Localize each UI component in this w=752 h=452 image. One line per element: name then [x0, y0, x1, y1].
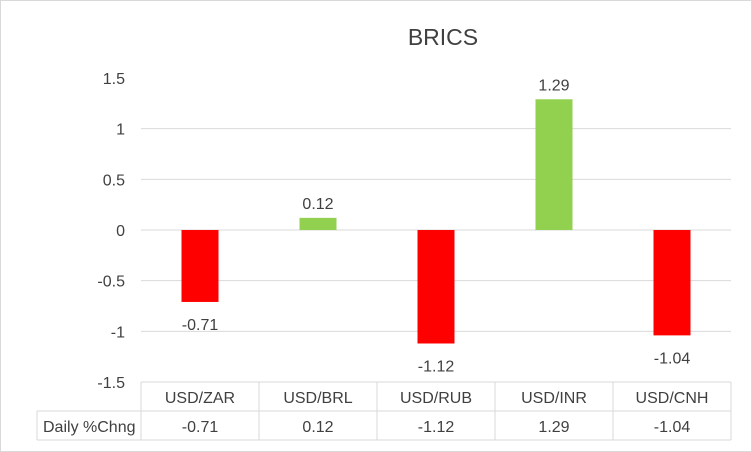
data-label: 1.29 [538, 77, 569, 94]
y-axis-ticks: 1.5 1 0.5 0 -0.5 -1 -1.5 [97, 71, 125, 392]
table-value: -0.71 [182, 419, 219, 436]
data-labels: -0.71 0.12 -1.12 1.29 -1.04 [182, 77, 691, 375]
y-tick-label: 0 [116, 223, 125, 240]
bar [653, 230, 691, 336]
y-tick-label: 1.5 [103, 71, 125, 88]
bar [535, 99, 573, 230]
data-label: -1.04 [654, 350, 691, 367]
category-label: USD/BRL [283, 390, 352, 407]
y-tick-label: 1 [116, 122, 125, 139]
bar [417, 230, 455, 344]
series-name: Daily %Chng [43, 419, 135, 436]
table-value: 0.12 [302, 419, 333, 436]
y-tick-label: -1 [111, 324, 125, 341]
data-label: -1.12 [418, 358, 455, 375]
category-label: USD/ZAR [165, 390, 235, 407]
y-tick-label: -0.5 [97, 274, 125, 291]
table-value: 1.29 [538, 419, 569, 436]
y-tick-label: -1.5 [97, 375, 125, 392]
category-label: USD/INR [521, 390, 587, 407]
chart-title: BRICS [408, 24, 478, 50]
category-label: USD/CNH [636, 390, 709, 407]
data-table: USD/ZAR -0.71 USD/BRL 0.12 USD/RUB -1.12 USD/I… [36, 381, 732, 441]
data-label: 0.12 [302, 196, 333, 213]
table-value: -1.04 [654, 419, 691, 436]
bar [299, 217, 337, 230]
bars [181, 99, 691, 344]
table-value: -1.12 [418, 419, 455, 436]
data-label: -0.71 [182, 317, 219, 334]
category-label: USD/RUB [400, 390, 472, 407]
y-tick-label: 0.5 [103, 172, 125, 189]
bar [181, 230, 219, 302]
